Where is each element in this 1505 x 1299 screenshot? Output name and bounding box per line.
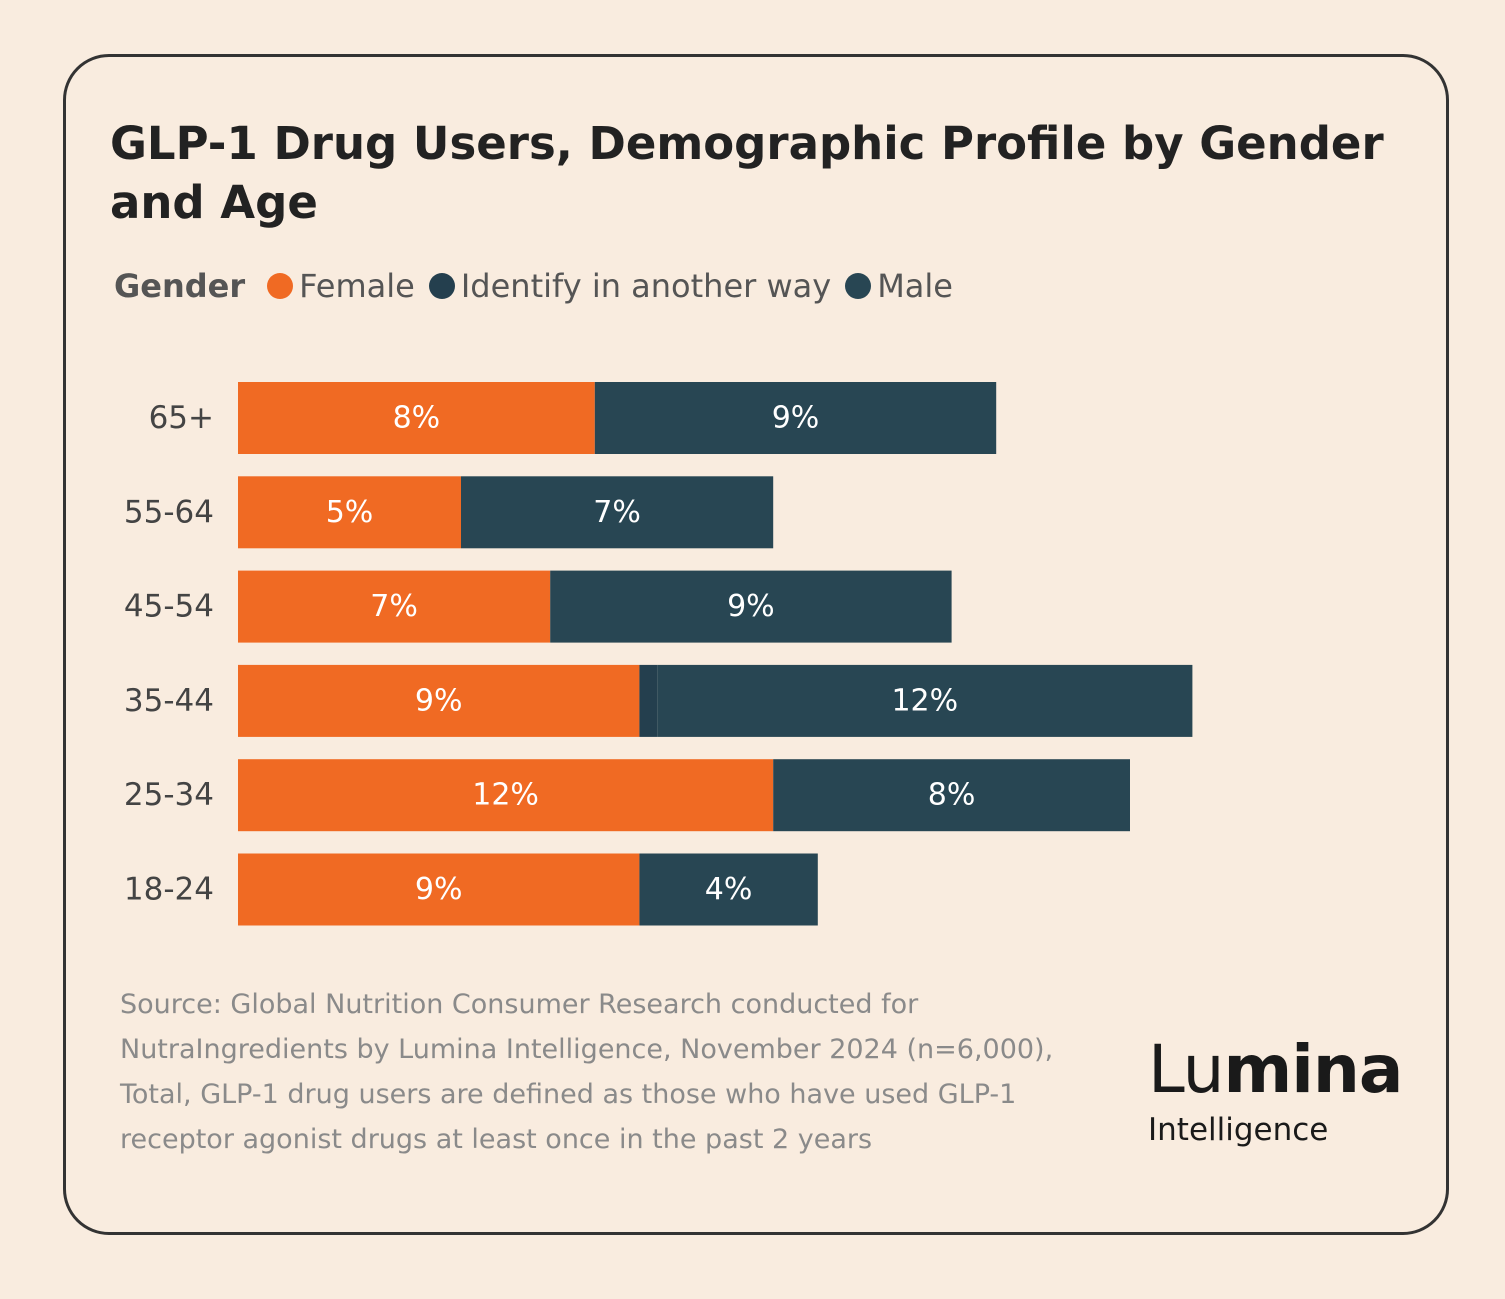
bar-female-55-64 (238, 476, 461, 549)
data-label-male-18-24: 4% (705, 872, 753, 907)
bar-male-65+ (594, 382, 997, 454)
bar-identify-in-another-way-35-44 (639, 664, 658, 737)
logo-word-light: Lu (1148, 1031, 1224, 1108)
chart-title: GLP-1 Drug Users, Demographic Profile by… (110, 117, 1384, 229)
source-note: Source: Global Nutrition Consumer Resear… (120, 989, 1054, 1155)
data-label-female-18-24: 9% (415, 872, 463, 907)
bar-male-25-34 (773, 759, 1130, 832)
legend-item-female: Female (267, 267, 415, 305)
bar-female-18-24 (238, 853, 640, 926)
bar-male-45-54 (550, 570, 952, 643)
logo-wordmark: Lumina (1148, 1030, 1403, 1110)
logo-word-bold: mina (1223, 1031, 1403, 1108)
legend-label-another-way: Identify in another way (460, 267, 832, 305)
legend-swatch-female (267, 273, 294, 299)
bar-female-35-44 (238, 664, 640, 737)
category-label-18-24: 18-24 (124, 872, 214, 908)
category-label-35-44: 35-44 (124, 683, 214, 719)
data-label-female-25-34: 12% (472, 778, 539, 813)
legend-label-male: Male (877, 267, 953, 305)
bar-male-35-44 (657, 664, 1193, 737)
legend: Gender Female Identify in another way Ma… (114, 266, 967, 306)
bar-male-55-64 (461, 476, 774, 549)
data-label-male-45-54: 9% (727, 589, 775, 624)
category-label-25-34: 25-34 (124, 777, 214, 813)
data-label-female-35-44: 9% (415, 683, 463, 718)
legend-item-male: Male (845, 267, 953, 305)
data-label-female-45-54: 7% (370, 589, 418, 624)
lumina-logo: Lumina Intelligence (1148, 1030, 1403, 1148)
data-label-female-65+: 8% (393, 401, 441, 436)
bar-female-65+ (238, 382, 595, 454)
legend-swatch-another-way (428, 273, 455, 299)
legend-label-female: Female (299, 267, 415, 305)
logo-subtitle: Intelligence (1148, 1112, 1329, 1148)
legend-title: Gender (114, 267, 246, 305)
legend-swatch-male (845, 273, 872, 299)
bar-female-45-54 (238, 570, 551, 643)
data-label-male-55-64: 7% (593, 495, 641, 530)
chart-card (63, 54, 1449, 1235)
category-label-45-54: 45-54 (124, 589, 214, 625)
data-label-male-65+: 9% (772, 401, 820, 436)
category-label-55-64: 55-64 (124, 494, 214, 530)
bar-male-18-24 (639, 853, 818, 926)
data-label-male-25-34: 8% (928, 778, 976, 813)
bar-female-25-34 (238, 759, 774, 832)
data-label-male-35-44: 12% (891, 683, 958, 718)
category-label-65+: 65+ (149, 400, 214, 436)
legend-item-another-way: Identify in another way (428, 267, 832, 305)
data-label-female-55-64: 5% (326, 495, 374, 530)
